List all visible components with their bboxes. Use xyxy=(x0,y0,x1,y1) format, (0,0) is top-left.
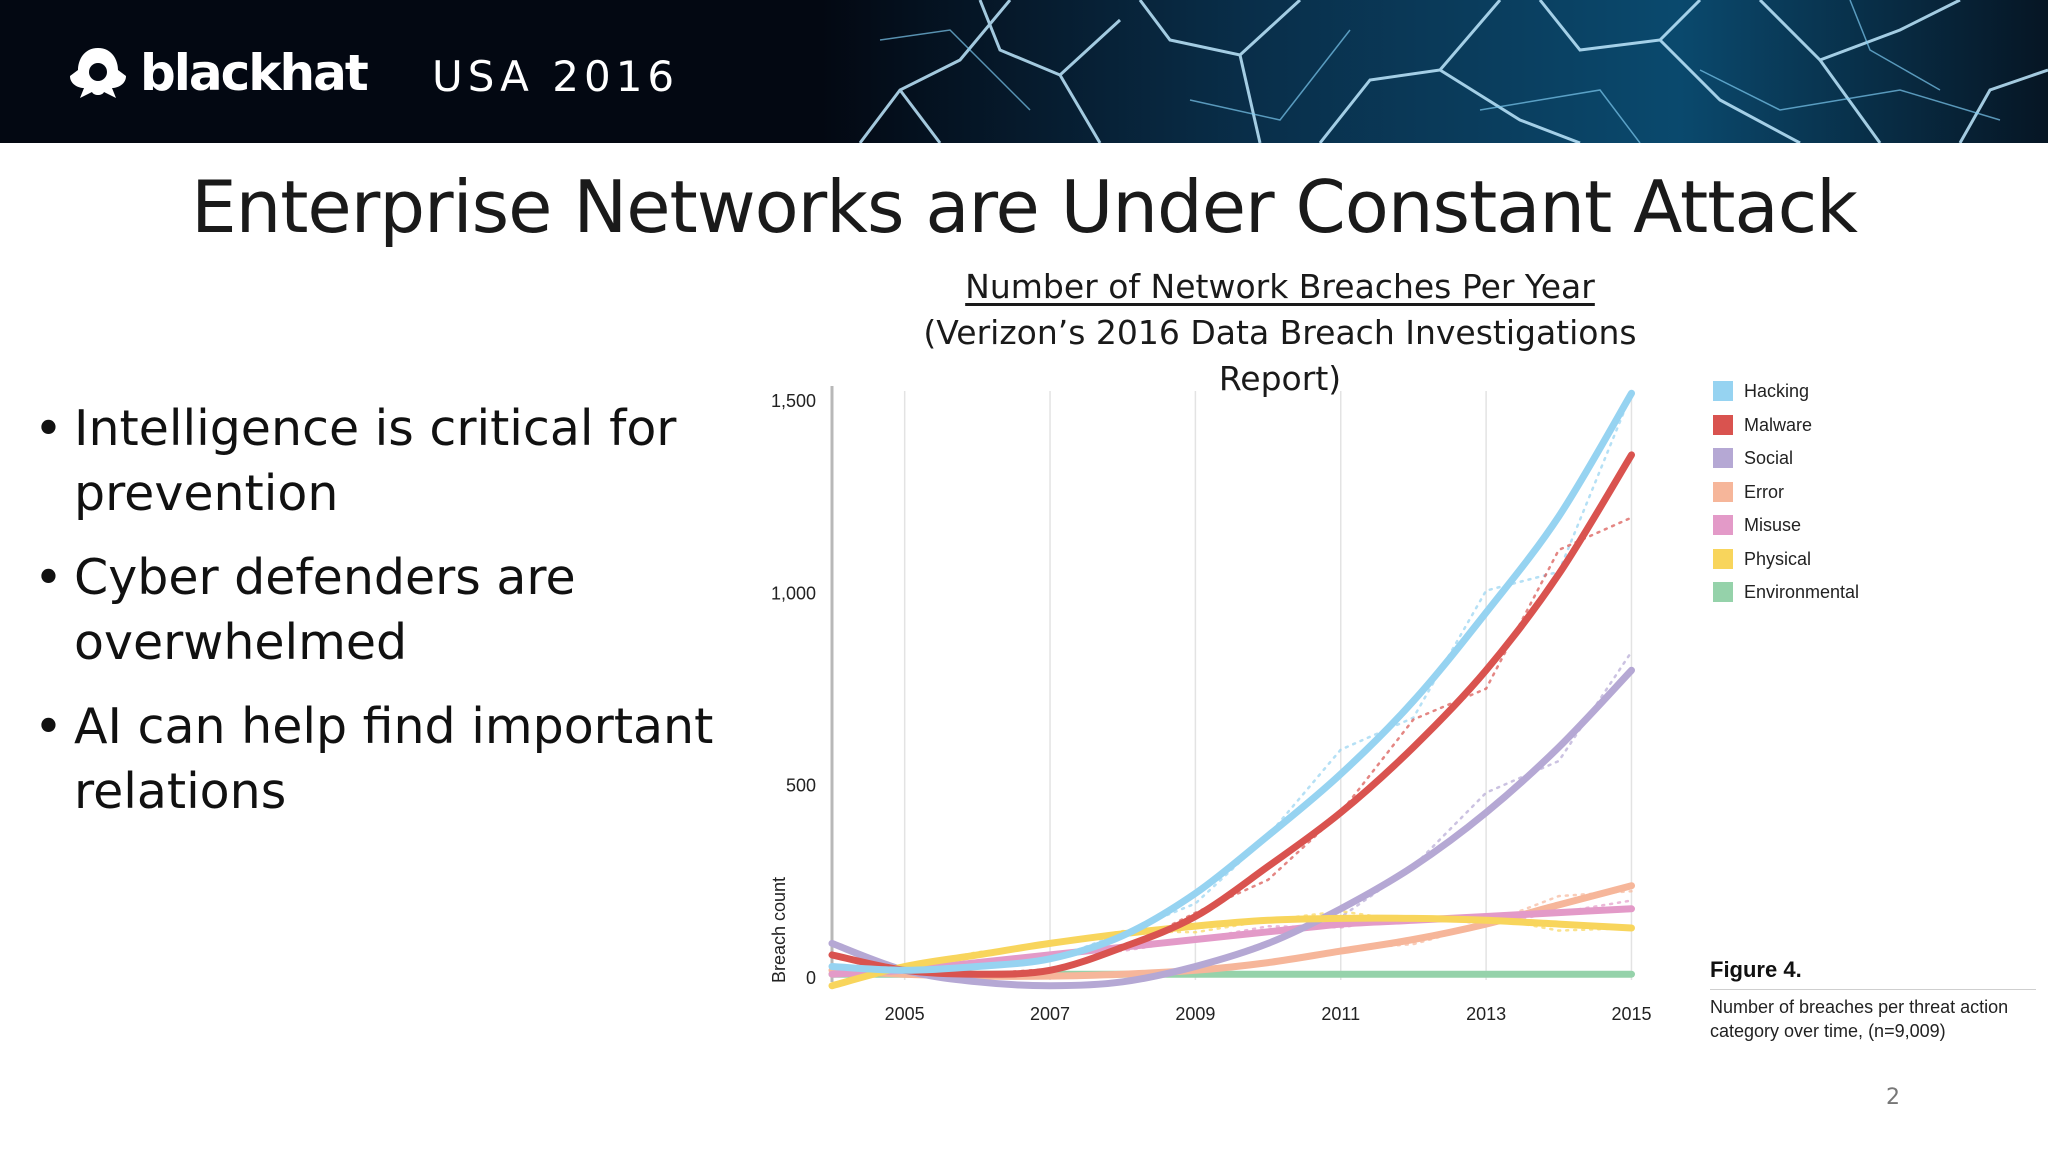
event-name: USA 2016 xyxy=(432,52,680,101)
series-line-physical xyxy=(828,914,1635,990)
chart-grid xyxy=(903,391,1633,980)
legend-item-error: Error xyxy=(1713,479,1859,513)
chart-ticks: 2005 2007 2009 2011 2013 2015 0 500 1,000 1,500 xyxy=(771,391,1652,1024)
series-line-malware xyxy=(828,451,1635,978)
legend-item-hacking: Hacking xyxy=(1713,378,1859,412)
legend-label: Hacking xyxy=(1744,381,1810,401)
slide-title: Enterprise Networks are Under Constant A… xyxy=(191,165,1858,249)
legend-item-environmental: Environmental xyxy=(1713,579,1859,613)
bullet-item: • Cyber defenders are overwhelmed xyxy=(34,545,734,675)
chart-heading-title: Number of Network Breaches Per Year xyxy=(965,267,1595,306)
legend-label: Physical xyxy=(1744,548,1812,569)
shattered-glass-graphic xyxy=(820,0,2048,143)
legend-swatch xyxy=(1713,448,1733,468)
chart-series xyxy=(828,389,1635,990)
bullet-text: AI can help find important relations xyxy=(74,698,714,820)
page-number: 2 xyxy=(1886,1085,1900,1110)
legend-label: Malware xyxy=(1744,414,1813,435)
figure-label: Figure 4. xyxy=(1710,957,1802,982)
legend-swatch xyxy=(1713,548,1733,569)
bullet-list: • Intelligence is critical for prevention… xyxy=(34,396,734,843)
figure-caption: Number of breaches per threat action cat… xyxy=(1710,997,2009,1041)
chart-raw-data-lines xyxy=(830,392,1633,989)
legend-swatch xyxy=(1713,582,1733,602)
legend-item-malware: Malware xyxy=(1713,412,1859,446)
series-line-social xyxy=(828,666,1635,990)
legend-item-misuse: Misuse xyxy=(1713,512,1859,546)
y-tick-label: 1,500 xyxy=(771,391,816,411)
legend-swatch xyxy=(1713,481,1733,502)
legend-swatch xyxy=(1713,414,1733,435)
x-tick-label: 2013 xyxy=(1466,1004,1506,1024)
legend-label: Environmental xyxy=(1744,582,1860,602)
figure-divider xyxy=(1710,989,2036,990)
bullet-symbol: • xyxy=(34,400,63,457)
x-tick-label: 2015 xyxy=(1611,1004,1651,1024)
bullet-symbol: • xyxy=(34,698,63,755)
bullet-text: Intelligence is critical for prevention xyxy=(74,400,677,522)
blackhat-logo-icon xyxy=(70,48,126,98)
chart-heading-source: (Verizon’s 2016 Data Breach Investigatio… xyxy=(923,313,1637,398)
legend-label: Social xyxy=(1744,448,1794,468)
bullet-symbol: • xyxy=(34,549,63,606)
legend-swatch xyxy=(1713,381,1733,401)
brand-name: blackhat xyxy=(140,44,369,102)
bullet-text: Cyber defenders are overwhelmed xyxy=(74,549,576,671)
series-line-hacking xyxy=(828,389,1635,974)
series-raw-hacking xyxy=(830,392,1633,972)
breach-line-chart: 2005 2007 2009 2011 2013 2015 0 500 1,000 1,500 B… xyxy=(769,386,1652,1024)
series-line-misuse xyxy=(828,905,1635,978)
y-tick-label: 0 xyxy=(806,968,816,988)
legend-item-physical: Physical xyxy=(1713,546,1859,580)
bullet-item: • AI can help find important relations xyxy=(34,694,734,824)
chart-legend: Hacking Malware Social Error Misuse Phys… xyxy=(1713,378,1859,613)
legend-label: Misuse xyxy=(1744,515,1802,535)
bullet-item: • Intelligence is critical for prevention xyxy=(34,396,734,526)
x-tick-label: 2007 xyxy=(1030,1004,1070,1024)
y-tick-label: 1,000 xyxy=(771,583,816,603)
legend-swatch xyxy=(1713,515,1733,535)
x-tick-label: 2009 xyxy=(1175,1004,1215,1024)
x-tick-label: 2011 xyxy=(1321,1004,1360,1024)
header-banner: blackhat USA 2016 xyxy=(0,0,2048,143)
legend-item-social: Social xyxy=(1713,445,1859,479)
y-axis-label: Breach count xyxy=(769,877,789,983)
chart-heading: Number of Network Breaches Per Year (Ver… xyxy=(860,264,1700,402)
y-tick-label: 500 xyxy=(786,776,816,796)
x-tick-label: 2005 xyxy=(885,1004,925,1024)
legend-label: Error xyxy=(1744,481,1784,502)
